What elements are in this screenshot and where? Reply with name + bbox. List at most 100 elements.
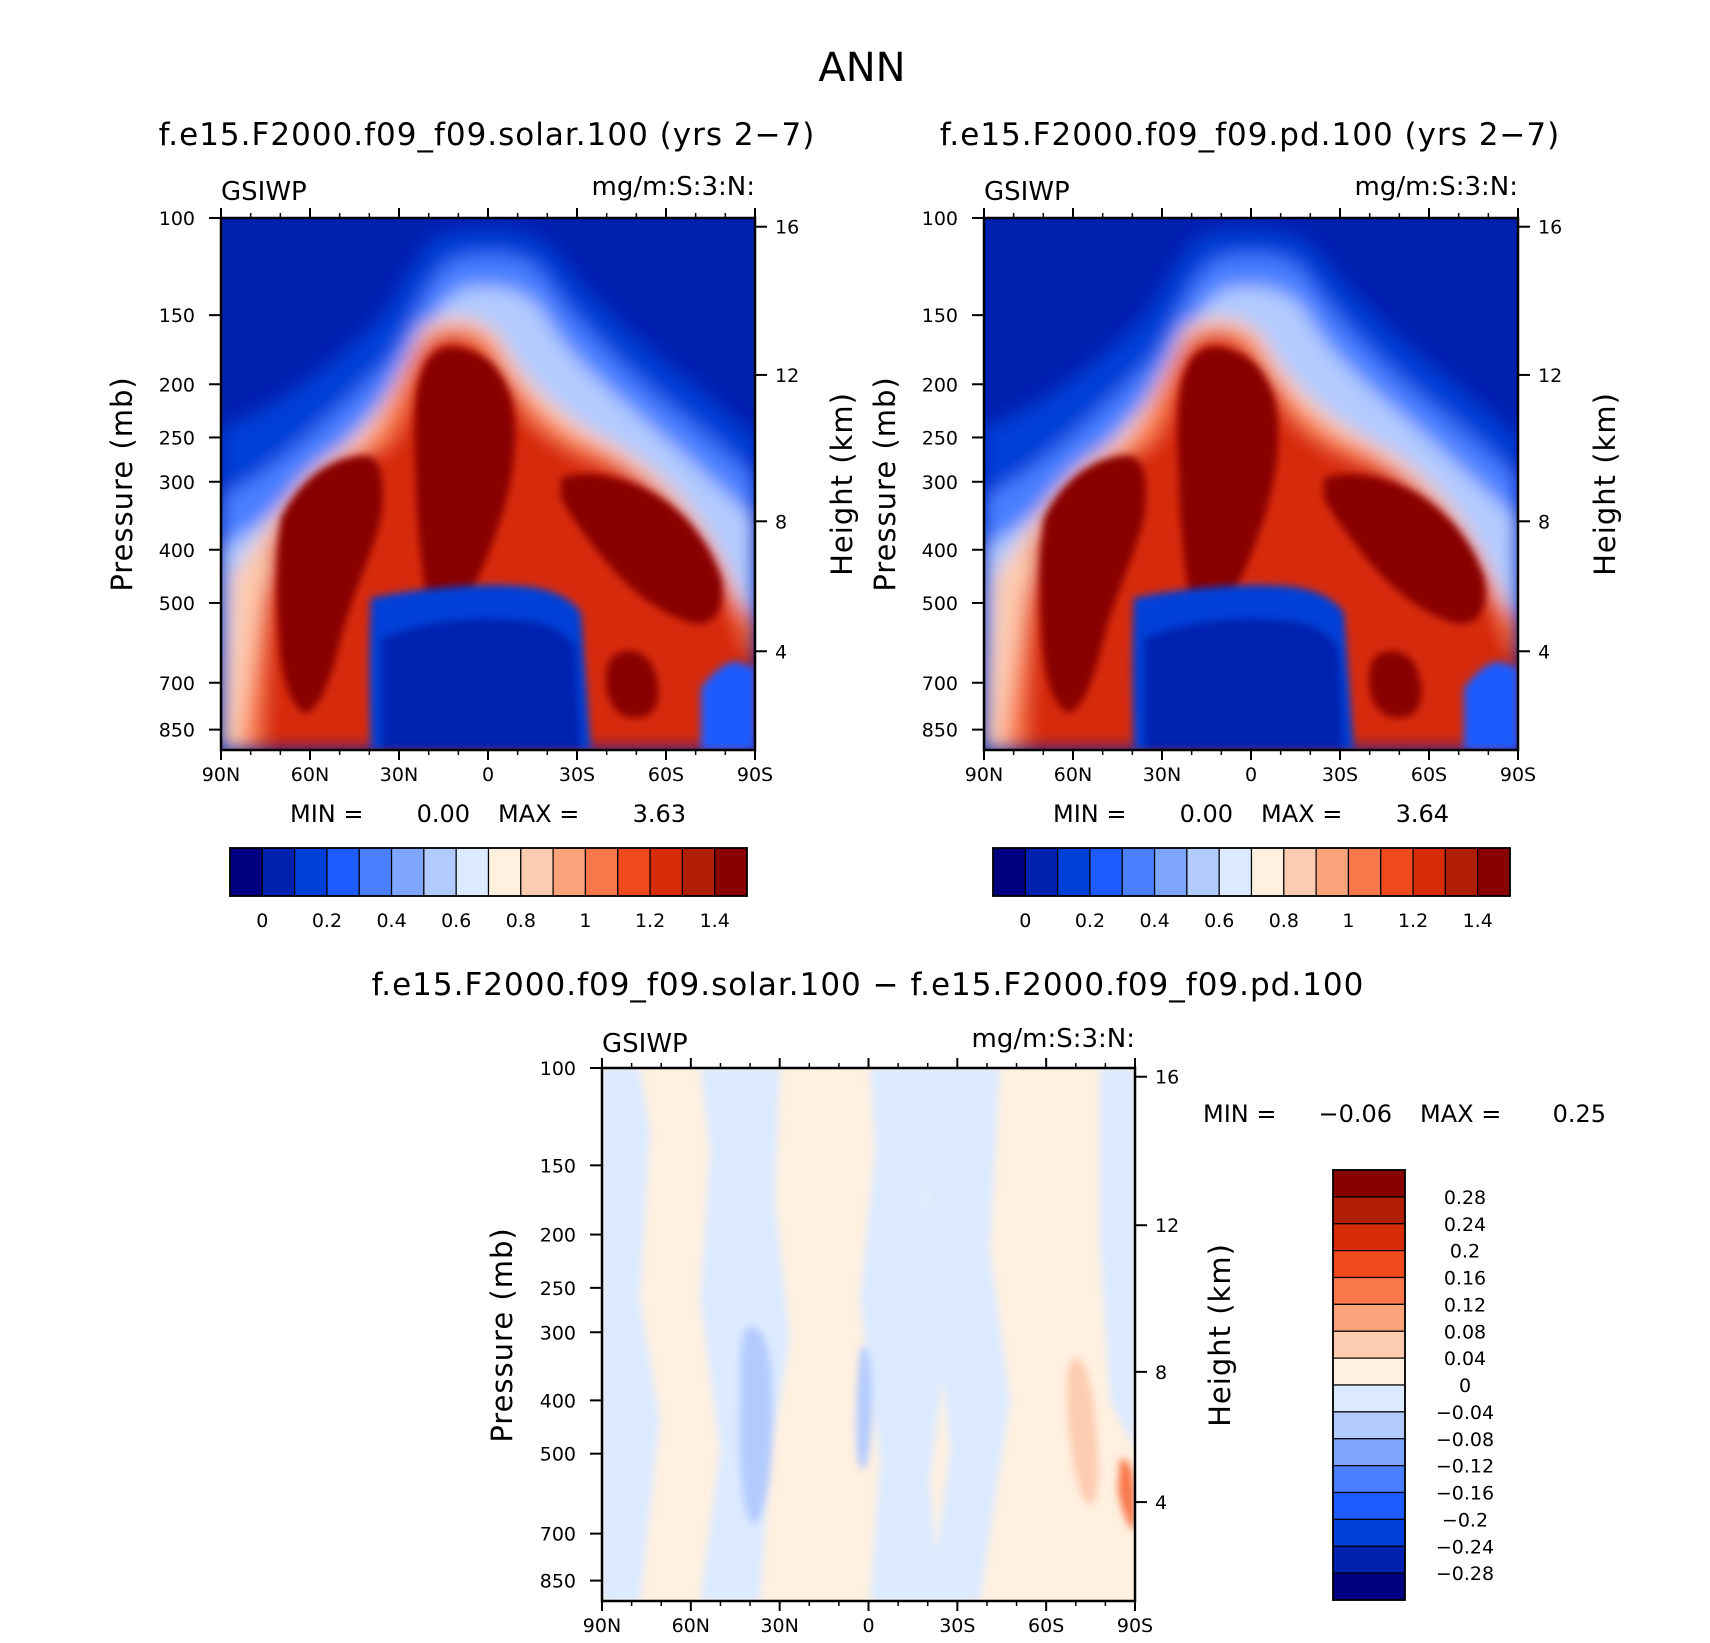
max-value: 0.25 [1553,1100,1606,1128]
colorbar-swatch [1332,1572,1406,1601]
colorbar-swatch [1332,1276,1406,1305]
colorbar-swatch [1315,847,1350,897]
colorbar-swatch [1089,847,1123,897]
colorbar-label: 1.2 [1398,910,1428,932]
y-tick-label: 700 [922,673,958,695]
contour-variation [1195,448,1255,520]
y-axis-right-label: Height (km) [1588,392,1622,576]
colorbar-label: −0.28 [1436,1563,1494,1585]
y-right-tick-label: 12 [1155,1215,1179,1237]
y-tick-label: 100 [922,208,958,230]
colorbar-label: 0.24 [1444,1214,1486,1236]
y-right-tick-label: 4 [1538,641,1550,663]
colorbar-swatch [1332,1250,1406,1279]
y-tick-label: 400 [159,540,195,562]
x-tick-label: 30N [380,764,418,786]
y-right-tick-label: 12 [1538,365,1562,387]
x-tick-label: 60S [1411,764,1447,786]
panel-solar: f.e15.F2000.f09_f09.solar.100 (yrs 2−7) … [105,117,859,932]
colorbar-label: 0.2 [1075,910,1105,932]
panel-pd: f.e15.F2000.f09_f09.pd.100 (yrs 2−7) GSI… [868,117,1622,932]
colorbar-label: 0.04 [1444,1348,1486,1370]
colorbar-label: 1 [1342,910,1354,932]
min-value: −0.06 [1318,1100,1392,1128]
colorbar-swatch [455,847,490,897]
colorbar-swatch [617,847,651,897]
y-tick-label: 150 [159,305,195,327]
colorbar-label: 1.2 [635,910,665,932]
colorbar-label: 1.4 [700,910,730,932]
colorbar-label: −0.08 [1436,1429,1494,1451]
colorbar-swatch [1332,1223,1406,1252]
colorbar-label: −0.04 [1436,1402,1494,1424]
colorbar-swatch [1332,1303,1406,1332]
max-value: 3.63 [633,800,686,828]
colorbar-swatch [1332,1518,1406,1547]
colorbar-swatch [1121,847,1156,897]
colorbar-swatch [1332,1330,1406,1359]
colorbar-frame [1332,1169,1406,1601]
y-tick-label: 500 [540,1444,576,1466]
tick-group: 90N 60N 30N 0 30S 60S 90S 100 150 200 250 300 400 500… [922,208,1562,786]
colorbar-label: 0.8 [1269,910,1299,932]
colorbar-swatch [294,847,328,897]
y-tick-label: 200 [540,1225,576,1247]
tick-group: 90N 60N 30N 0 30S 60S 90S 100 150 200 250 300 400 500… [540,1058,1179,1637]
y-tick-label: 100 [159,208,195,230]
colorbar-swatch [261,847,296,897]
y-tick-label: 200 [159,374,195,396]
colorbar-swatch [1057,847,1091,897]
colorbar-label: 0.28 [1444,1187,1486,1209]
x-tick-label: 90S [1500,764,1536,786]
min-label: MIN = [290,800,363,828]
max-value: 3.64 [1396,800,1449,828]
colorbar-swatch [229,847,263,897]
y-tick-label: 850 [159,720,195,742]
y-axis-right-label: Height (km) [825,392,859,576]
y-tick-label: 400 [922,540,958,562]
colorbar-swatch [1332,1438,1406,1467]
colorbar-swatch [326,847,360,897]
colorbar-swatch [1283,847,1317,897]
x-tick-label: 60N [672,1615,710,1637]
colorbar-label: 0.2 [1450,1241,1480,1263]
variable-label: GSIWP [984,177,1070,207]
colorbar-frame [229,847,748,897]
colorbar-swatch [1444,847,1479,897]
x-tick-label: 30N [1143,764,1181,786]
x-tick-label: 90N [202,764,240,786]
y-tick-label: 400 [540,1390,576,1412]
variable-label: GSIWP [602,1029,688,1059]
y-axis-label: Pressure (mb) [105,376,139,591]
colorbar-label: 1.4 [1463,910,1493,932]
x-tick-label: 30S [1322,764,1358,786]
x-tick-label: 90N [583,1615,621,1637]
units-label: mg/m:S:3:N: [1355,172,1518,202]
x-tick-label: 90S [737,764,773,786]
colorbar-label: 0.8 [506,910,536,932]
colorbar-swatch [1024,847,1059,897]
colorbar-label: −0.12 [1436,1456,1494,1478]
colorbar-swatch [1332,1491,1406,1520]
colorbar-label: 0 [256,910,268,932]
min-label: MIN = [1203,1100,1276,1128]
y-right-tick-label: 8 [1155,1362,1167,1384]
y-axis-right-label: Height (km) [1203,1243,1237,1427]
y-tick-label: 500 [922,593,958,615]
x-tick-label: 60S [1028,1615,1064,1637]
colorbar-label: 0.2 [312,910,342,932]
max-label: MAX = [1420,1100,1501,1128]
colorbar-swatch [1332,1545,1406,1574]
colorbar-swatch [1412,847,1446,897]
min-value: 0.00 [1180,800,1233,828]
x-tick-label: 90S [1117,1615,1153,1637]
colorbar-swatch [1332,1384,1406,1413]
min-value: 0.00 [417,800,470,828]
x-tick-label: 90N [965,764,1003,786]
y-right-tick-label: 16 [775,217,799,239]
y-axis-label: Pressure (mb) [868,376,902,591]
contour-field [602,1068,1135,1601]
colorbar-swatch [520,847,554,897]
y-tick-label: 850 [922,720,958,742]
colorbar-swatch [681,847,716,897]
